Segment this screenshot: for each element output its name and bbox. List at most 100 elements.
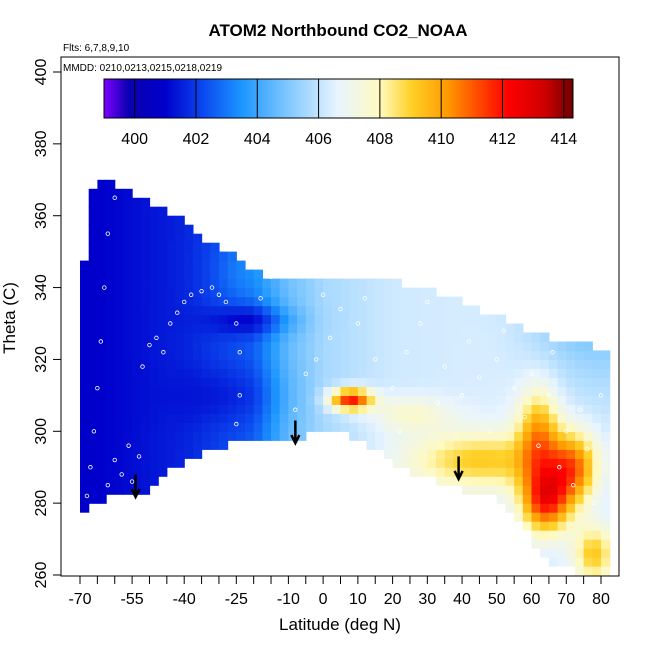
heatmap-cell (114, 269, 124, 280)
heatmap-cell (140, 215, 151, 226)
heatmap-cell (470, 377, 481, 387)
heatmap-cell (106, 440, 116, 450)
heatmap-cell (505, 413, 515, 423)
x-tick-label: 70 (557, 591, 575, 608)
heatmap-cell (123, 404, 133, 414)
heatmap-cell (123, 440, 133, 450)
heatmap-cell (531, 467, 541, 477)
heatmap-cell (418, 296, 428, 307)
heatmap-cell (123, 224, 133, 235)
heatmap-cell (540, 476, 550, 486)
heatmap-cell (340, 368, 350, 378)
heatmap-cell (418, 440, 428, 450)
heatmap-cell (97, 215, 107, 226)
heatmap-cell (288, 323, 298, 334)
heatmap-cell (80, 503, 90, 513)
heatmap-cell (479, 386, 489, 396)
heatmap-cell (505, 422, 515, 432)
heatmap-cell (375, 350, 385, 360)
heatmap-cell (514, 485, 524, 495)
heatmap-cell (253, 332, 263, 343)
heatmap-cell (470, 476, 481, 486)
heatmap-cell (427, 314, 437, 325)
heatmap-cell (227, 431, 237, 441)
heatmap-cell (540, 503, 550, 513)
heatmap-cell (166, 359, 177, 369)
heatmap-cell (97, 323, 107, 334)
heatmap-cell (496, 323, 507, 334)
flight-track-point (105, 231, 110, 236)
heatmap-cell (88, 386, 98, 396)
heatmap-cell (357, 350, 368, 360)
heatmap-cell (201, 332, 211, 343)
heatmap-cell (392, 404, 402, 414)
heatmap-cell (227, 332, 237, 343)
heatmap-cell (123, 215, 133, 226)
heatmap-cell (88, 350, 98, 360)
heatmap-cell (488, 314, 498, 325)
heatmap-cell (245, 278, 255, 289)
heatmap-cell (331, 323, 342, 334)
heatmap-cell (392, 449, 402, 459)
heatmap-cell (453, 359, 463, 369)
flight-track-point (577, 407, 583, 412)
heatmap-cell (245, 305, 255, 316)
heatmap-cell (123, 350, 133, 360)
x-tick-label: 80 (592, 591, 610, 608)
heatmap-cell (149, 332, 159, 343)
heatmap-cell (166, 224, 177, 235)
heatmap-cell (80, 359, 90, 369)
heatmap-cell (357, 377, 368, 387)
flight-track-point (188, 292, 194, 297)
heatmap-cell (427, 449, 437, 459)
heatmap-cell (175, 269, 185, 280)
heatmap-cell (470, 449, 481, 459)
heatmap-cell (601, 386, 611, 396)
heatmap-cell (557, 557, 567, 567)
heatmap-cell (140, 386, 151, 396)
heatmap-cell (436, 476, 446, 486)
flight-track-point (88, 465, 93, 470)
x-tick-label: 30 (418, 591, 436, 608)
heatmap-cell (106, 188, 116, 199)
x-tick-label: 40 (453, 591, 471, 608)
heatmap-cell (97, 377, 107, 387)
heatmap-cell (106, 386, 116, 396)
heatmap-cell (262, 296, 272, 307)
heatmap-cell (323, 278, 333, 289)
heatmap-cell (140, 368, 151, 378)
heatmap-cell (531, 512, 541, 522)
heatmap-cell (288, 404, 298, 414)
heatmap-cell (123, 242, 133, 253)
heatmap-cell (453, 422, 463, 432)
heatmap-cell (88, 197, 98, 208)
heatmap-cell (566, 503, 576, 513)
dates-annotation: MMDD: 0210,0213,0215,0218,0219 (63, 63, 222, 74)
flight-track-point (237, 393, 242, 398)
heatmap-cell (410, 404, 420, 414)
heatmap-cell (410, 368, 420, 378)
heatmap-cell (210, 368, 220, 378)
heatmap-cell (305, 377, 316, 387)
heatmap-cell (132, 458, 142, 468)
heatmap-cell (488, 386, 498, 396)
heatmap-cell (114, 467, 124, 477)
flight-track-point (442, 364, 447, 369)
heatmap-cell (575, 557, 585, 567)
heatmap-cell (575, 449, 585, 459)
heatmap-cell (488, 467, 498, 477)
heatmap-cell (522, 422, 533, 432)
heatmap-cell (297, 278, 307, 289)
heatmap-cell (323, 332, 333, 343)
heatmap-cell (97, 431, 107, 441)
heatmap-cell (80, 404, 90, 414)
heatmap-cell (314, 296, 324, 307)
heatmap-cell (479, 485, 489, 495)
heatmap-cell (522, 404, 533, 414)
heatmap-cell (192, 269, 203, 280)
heatmap-cell (366, 377, 376, 387)
heatmap-cell (418, 431, 428, 441)
heatmap-cell (470, 314, 481, 325)
heatmap-cell (453, 350, 463, 360)
heatmap-cell (132, 431, 142, 441)
